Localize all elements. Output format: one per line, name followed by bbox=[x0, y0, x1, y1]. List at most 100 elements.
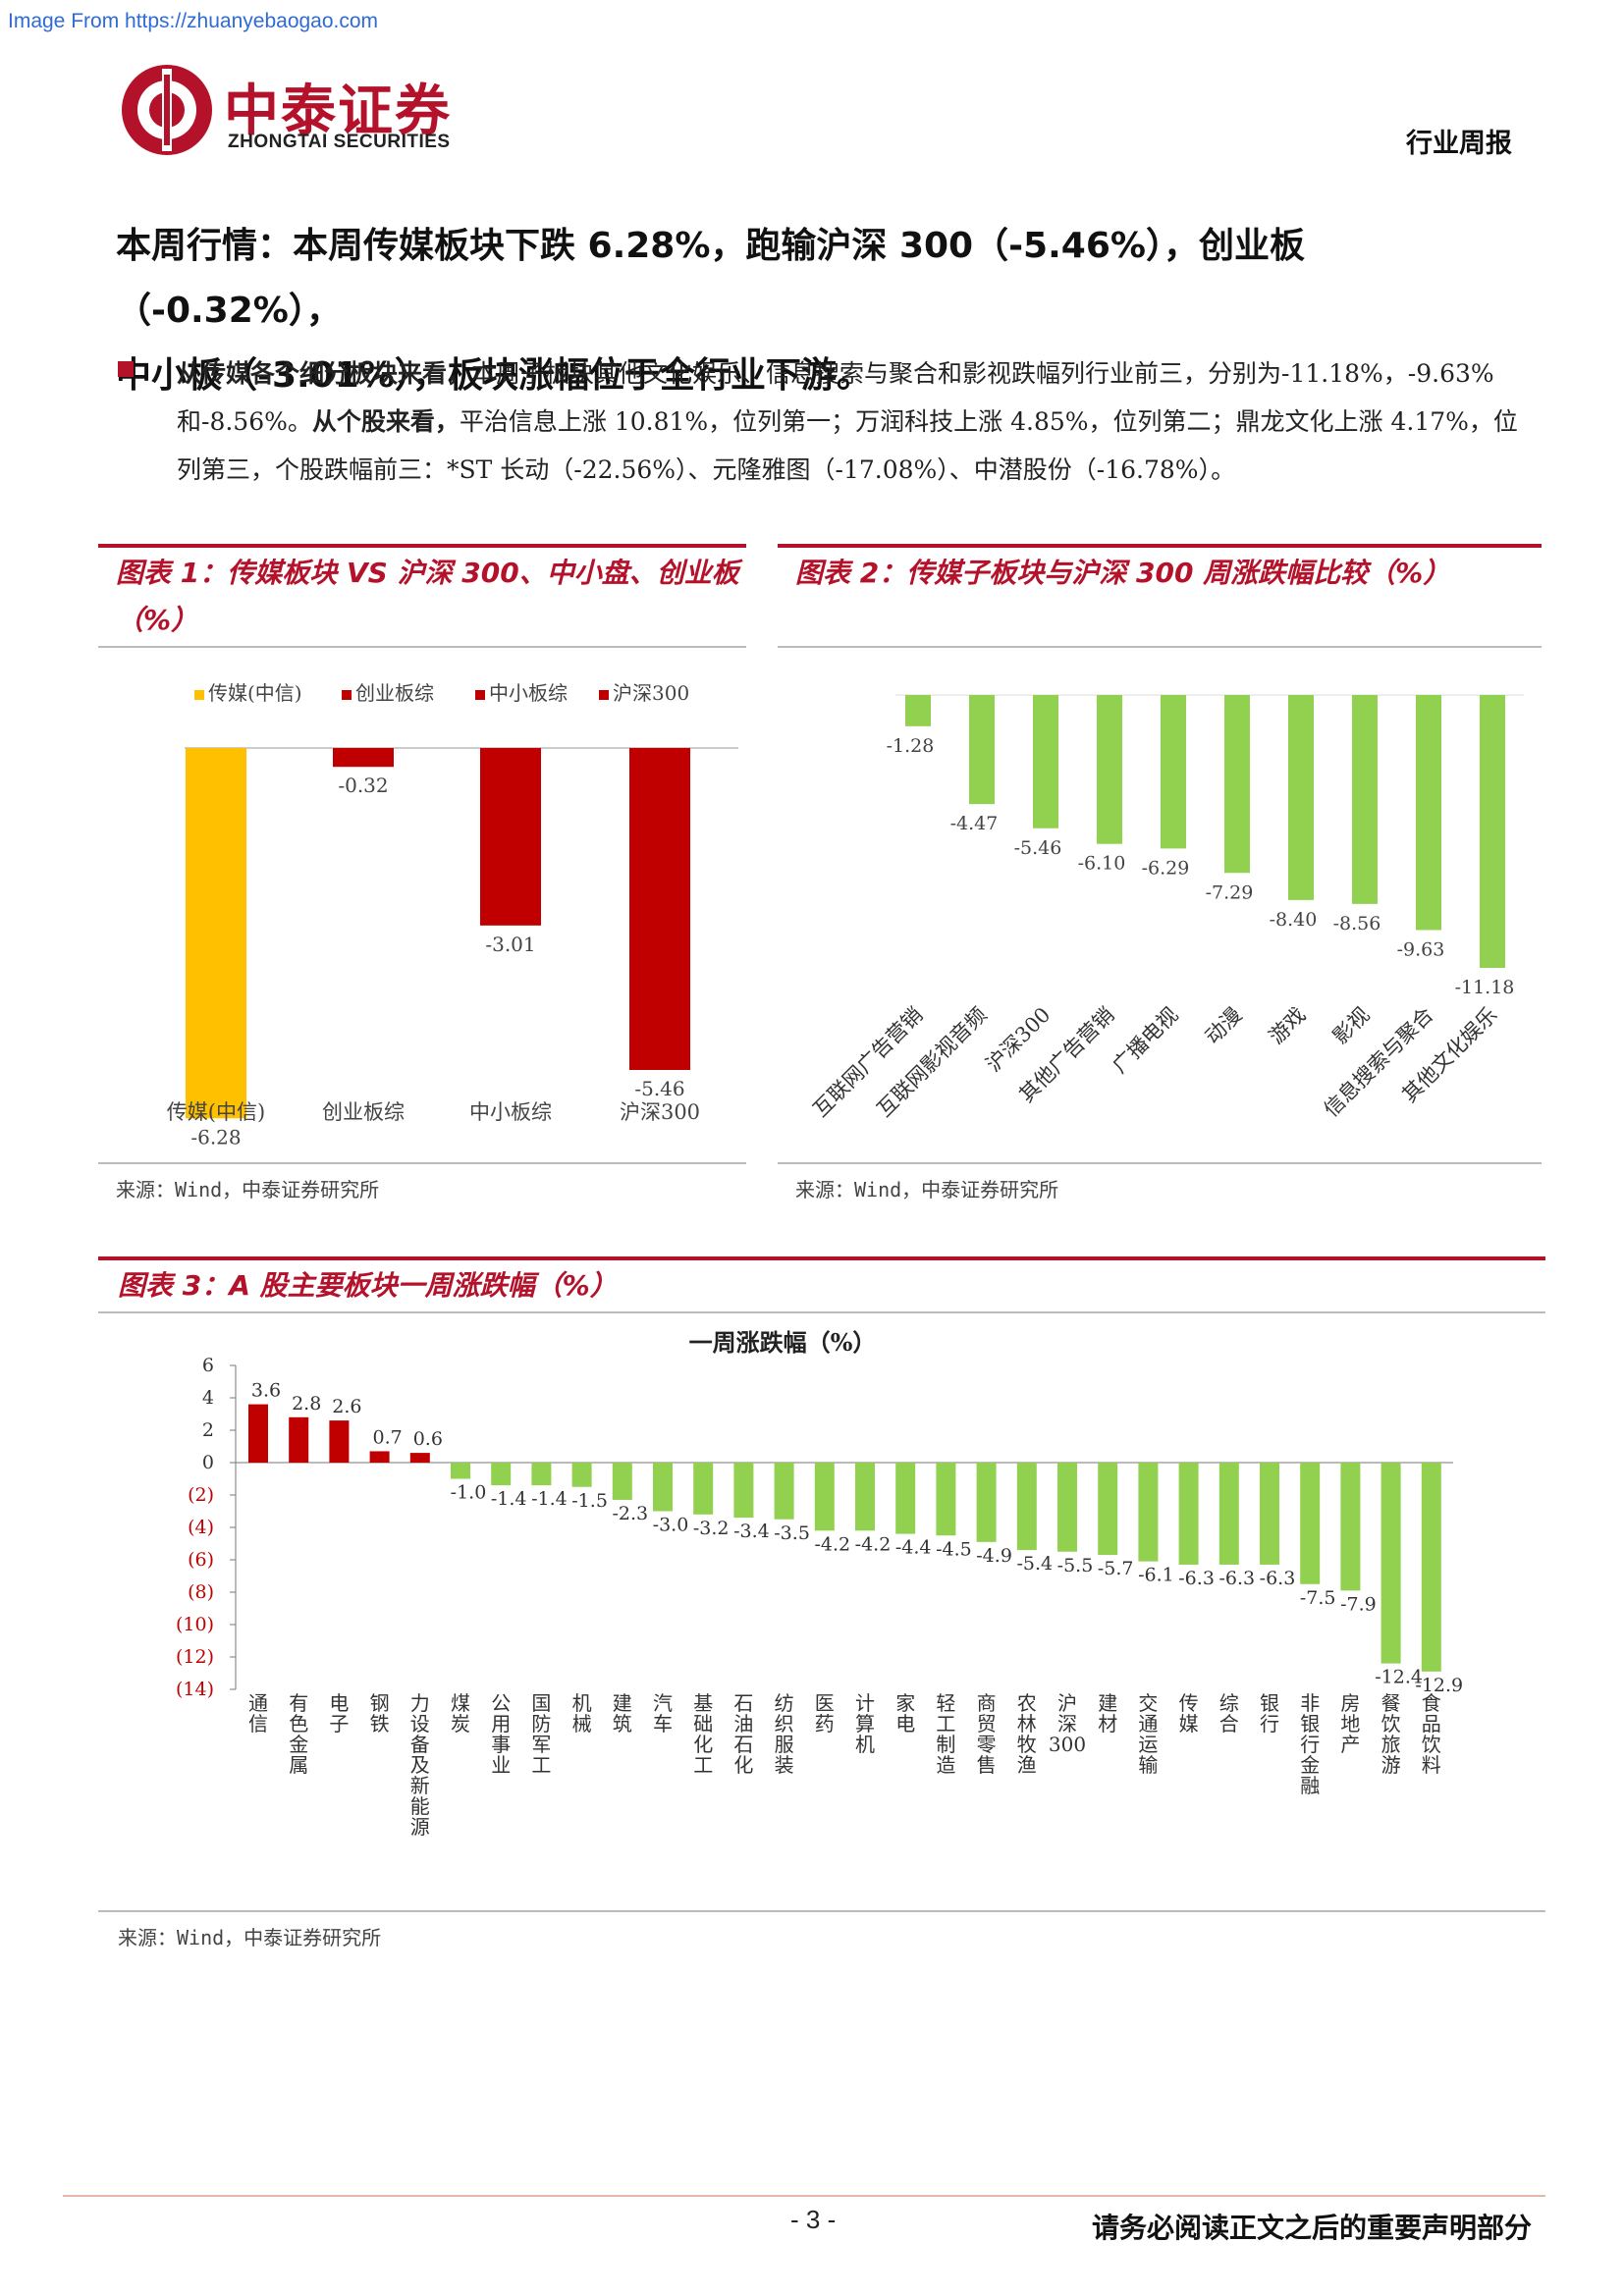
bar bbox=[531, 1463, 552, 1486]
bar-value-label: -8.40 bbox=[1270, 909, 1318, 931]
x-tick-label: 银行 bbox=[1260, 1691, 1279, 1735]
x-tick-label: 纺织服装 bbox=[775, 1691, 794, 1777]
bar bbox=[451, 1463, 470, 1479]
bar bbox=[186, 748, 246, 1119]
headline-line-2: 中小板（-3.01%），板块涨幅位于全行业下游。 bbox=[116, 355, 872, 396]
bar-value-label: -1.4 bbox=[531, 1488, 568, 1510]
x-tick-label: 通信 bbox=[248, 1691, 268, 1735]
company-logo-name: 中泰证券 bbox=[224, 80, 452, 143]
headline: 本周行情：本周传媒板块下跌 6.28%，跑输沪深 300（-5.46%），创业板… bbox=[116, 214, 1530, 408]
figure2-chart: -1.28互联网广告营销-4.47互联网影视音频-5.46沪深300-6.10其… bbox=[809, 694, 1524, 1121]
disclaimer-note: 请务必阅读正文之后的重要声明部分 bbox=[1091, 2212, 1532, 2244]
bar bbox=[1260, 1463, 1279, 1565]
x-tick-label: 游戏 bbox=[1265, 1003, 1311, 1049]
figure1-rule bbox=[98, 646, 746, 648]
x-tick-label: 力设备及新能源 bbox=[410, 1691, 430, 1839]
bar bbox=[653, 1463, 673, 1512]
bar bbox=[1416, 695, 1441, 931]
figure1-top-rule bbox=[98, 544, 746, 548]
bar-value-label: -4.5 bbox=[936, 1538, 972, 1560]
bar bbox=[1033, 695, 1058, 828]
bar-value-label: -6.3 bbox=[1218, 1568, 1255, 1589]
bar bbox=[1352, 695, 1378, 904]
chart-title: 一周涨跌幅（%） bbox=[689, 1328, 877, 1357]
bar bbox=[1300, 1463, 1321, 1584]
y-tick-label: (10) bbox=[176, 1614, 214, 1635]
bar bbox=[1138, 1463, 1159, 1562]
x-tick-label: 传媒 bbox=[1179, 1691, 1199, 1735]
bar-value-label: -1.4 bbox=[491, 1488, 527, 1510]
legend-swatch bbox=[342, 690, 352, 700]
x-tick-label: 农林牧渔 bbox=[1017, 1691, 1037, 1777]
y-tick-label: (6) bbox=[188, 1549, 214, 1571]
bar-value-label: -0.32 bbox=[338, 774, 388, 797]
bar-value-label: -8.56 bbox=[1333, 913, 1381, 934]
bar-value-label: -5.4 bbox=[1016, 1553, 1053, 1575]
y-tick-label: 6 bbox=[202, 1355, 214, 1376]
y-tick-label: (14) bbox=[176, 1679, 214, 1700]
legend-label: 沪深300 bbox=[613, 681, 689, 705]
figure2-rule bbox=[778, 646, 1542, 648]
bar-value-label: -3.2 bbox=[693, 1518, 730, 1539]
bar bbox=[1178, 1463, 1199, 1565]
bar bbox=[1098, 1463, 1118, 1556]
figure1-title: 图表 1：传媒板块 VS 沪深 300、中小盘、创业板 （%） bbox=[116, 550, 744, 644]
bar-value-label: 3.6 bbox=[251, 1380, 281, 1402]
bar bbox=[571, 1463, 592, 1487]
figure3-bottom-rule bbox=[98, 1910, 1545, 1912]
x-tick-label: 汽车 bbox=[653, 1691, 673, 1735]
bar-value-label: -6.3 bbox=[1178, 1568, 1215, 1589]
bar-value-label: -6.29 bbox=[1142, 857, 1190, 879]
figure1-bottom-rule bbox=[98, 1162, 746, 1164]
bar-value-label: -3.4 bbox=[733, 1521, 770, 1542]
bar-value-label: -11.18 bbox=[1455, 977, 1515, 998]
y-tick-label: 4 bbox=[202, 1387, 214, 1409]
figure2-bottom-rule bbox=[778, 1162, 1542, 1164]
bar-value-label: -7.9 bbox=[1340, 1593, 1377, 1615]
bar bbox=[1380, 1463, 1401, 1664]
bar-value-label: -4.47 bbox=[950, 813, 999, 834]
figure1-title-line-1: 图表 1：传媒板块 VS 沪深 300、中小盘、创业板 bbox=[116, 557, 739, 589]
bullet-square-icon bbox=[118, 361, 134, 377]
bar-value-label: 2.8 bbox=[292, 1393, 321, 1415]
bar-value-label: -4.2 bbox=[855, 1533, 892, 1555]
x-tick-label: 建材 bbox=[1098, 1691, 1117, 1735]
x-tick-label: 中小板综 bbox=[469, 1100, 552, 1124]
legend-label: 创业板综 bbox=[355, 681, 434, 705]
bar bbox=[1224, 695, 1250, 874]
x-tick-label: 国防军工 bbox=[531, 1691, 551, 1777]
x-tick-label: 动漫 bbox=[1201, 1003, 1247, 1049]
bar-value-label: -6.28 bbox=[190, 1125, 241, 1148]
bar-value-label: -4.2 bbox=[814, 1533, 850, 1555]
bar-value-label: -6.10 bbox=[1078, 853, 1126, 875]
figure1-chart: 传媒(中信) 创业板综 中小板综 沪深300-6.28传媒(中信)-0.32创业板综-… bbox=[167, 681, 738, 1148]
y-tick-label: (2) bbox=[188, 1484, 214, 1506]
bar-value-label: 0.6 bbox=[413, 1428, 443, 1450]
legend-swatch bbox=[475, 690, 485, 700]
footer-rule bbox=[63, 2195, 1545, 2197]
source-watermark: Image From https://zhuanyebaogao.com bbox=[8, 10, 379, 32]
bar bbox=[1288, 695, 1314, 900]
bar-value-label: -9.63 bbox=[1397, 938, 1445, 960]
bar bbox=[409, 1453, 430, 1463]
x-tick-label: 家电 bbox=[895, 1691, 915, 1735]
figure3-chart: 一周涨跌幅（%） 6 4 2 0 (2) (4) (6) (8) (10) (12) (14) 3.6 通… bbox=[176, 1328, 1463, 1839]
x-tick-label: 基础化工 bbox=[693, 1691, 713, 1777]
legend-label: 中小板综 bbox=[489, 681, 568, 705]
company-logo-english: ZHONGTAI SECURITIES bbox=[228, 132, 451, 152]
bar-value-label: -3.01 bbox=[485, 933, 535, 956]
legend-swatch bbox=[194, 690, 204, 700]
figure3-source: 来源：Wind，中泰证券研究所 bbox=[118, 1926, 382, 1949]
bar bbox=[1480, 695, 1505, 968]
figure1-source: 来源：Wind，中泰证券研究所 bbox=[116, 1178, 380, 1201]
bar-value-label: -7.5 bbox=[1300, 1587, 1336, 1609]
bar bbox=[936, 1463, 956, 1536]
x-tick-label: 沪深300 bbox=[620, 1100, 700, 1124]
bar-value-label: -5.46 bbox=[634, 1077, 684, 1100]
bar bbox=[289, 1416, 309, 1463]
x-tick-label: 轻工制造 bbox=[936, 1691, 955, 1777]
x-tick-label: 创业板综 bbox=[322, 1100, 405, 1124]
bar-value-label: -7.29 bbox=[1206, 881, 1254, 903]
bar bbox=[612, 1463, 632, 1500]
bar bbox=[969, 695, 995, 805]
